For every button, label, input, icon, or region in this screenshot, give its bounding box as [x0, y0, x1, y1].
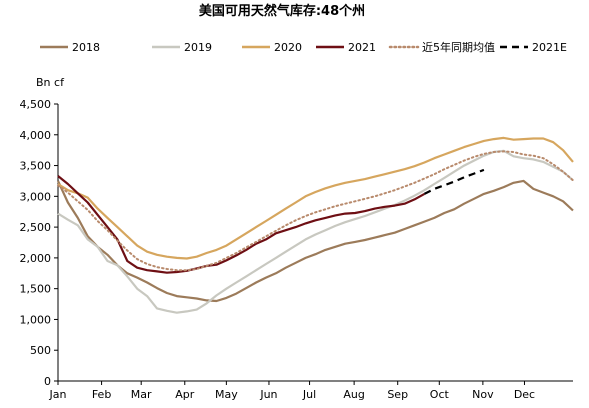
y-tick-label: 1,000	[20, 313, 52, 326]
x-tick-label: Feb	[92, 388, 111, 401]
x-tick-label: May	[215, 388, 238, 401]
axes: 0 500 1,000 1,500 2,000 2,500 3,000 3,500 4,000 4…	[20, 98, 573, 401]
series-line-近5年同期均值	[57, 150, 574, 272]
legend-label: 2020	[274, 41, 302, 54]
x-tick-label: Jan	[49, 388, 67, 401]
y-tick-label: 0	[44, 375, 51, 388]
x-tick-label: Jul	[302, 388, 316, 401]
x-tick-label: Sep	[387, 388, 408, 401]
y-tick-label: 3,000	[20, 190, 52, 203]
legend-label: 近5年同期均值	[422, 40, 495, 54]
x-tick-label: Nov	[472, 388, 494, 401]
series-group	[57, 136, 574, 314]
x-tick-label: Oct	[430, 388, 450, 401]
series-line-2020	[57, 136, 574, 260]
y-tick-label: 4,000	[20, 129, 52, 142]
chart-title: 美国可用天然气库存:48个州	[199, 3, 365, 19]
legend: 2018 2019 2020 2021 近5年同期均值 2021E	[40, 40, 567, 54]
legend-label: 2021E	[532, 41, 567, 54]
y-tick-label: 1,500	[20, 283, 52, 296]
x-tick-label: Aug	[343, 388, 364, 401]
x-tick-label: Dec	[514, 388, 535, 401]
x-tick-label: Mar	[131, 388, 152, 401]
x-tick-label: Jun	[259, 388, 277, 401]
legend-label: 2018	[72, 41, 100, 54]
y-tick-label: 500	[30, 344, 51, 357]
y-tick-label: 2,000	[20, 252, 52, 265]
y-tick-label: 2,500	[20, 221, 52, 234]
series-line-2018	[57, 179, 574, 303]
y-axis-unit: Bn cf	[36, 76, 65, 89]
legend-label: 2021	[348, 41, 376, 54]
x-tick-label: Apr	[175, 388, 195, 401]
y-tick-label: 3,500	[20, 160, 52, 173]
legend-label: 2019	[184, 41, 212, 54]
series-line-2021	[57, 175, 425, 274]
y-tick-label: 4,500	[20, 98, 52, 111]
series-line-2019	[57, 149, 574, 314]
series-line-2021E	[423, 168, 485, 195]
